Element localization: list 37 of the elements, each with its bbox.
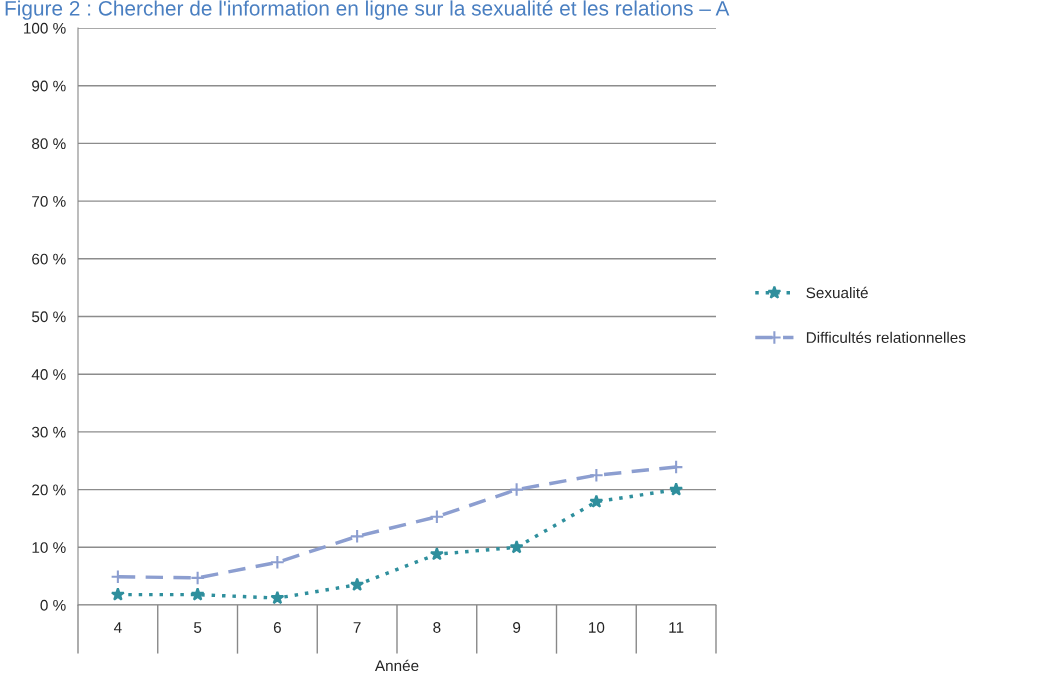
point: [270, 590, 285, 605]
x-tick-label: 6: [273, 622, 281, 633]
x-tick-label: 4: [113, 622, 122, 633]
y-tick-label: 70 %: [32, 195, 66, 207]
chart-title: Figure 2 : Chercher de l'information en ligne sur la sexualité et les relations – A: [5, 0, 730, 20]
y-tick-label: 80 %: [32, 138, 66, 150]
point: [669, 482, 684, 496]
legend-label: Sexualité: [806, 286, 868, 299]
point: [509, 482, 524, 497]
legend-label: Difficultés relationnelles: [806, 331, 966, 343]
point: [110, 587, 125, 601]
y-tick-label: 40 %: [31, 369, 66, 380]
y-tick-label: 60 %: [32, 253, 66, 265]
y-tick-label: 90 %: [32, 80, 66, 92]
y-tick-label: 0 %: [40, 599, 66, 611]
point: [429, 509, 445, 525]
y-tick-label: 50 %: [31, 311, 66, 323]
y-tick-label: 100 %: [24, 22, 66, 34]
point: [589, 494, 604, 508]
point: [190, 570, 205, 586]
point: [270, 555, 285, 570]
point: [350, 577, 365, 591]
point: [190, 587, 205, 601]
point: [589, 467, 604, 483]
y-tick-label: 20 %: [32, 484, 66, 496]
x-tick-label: 7: [353, 622, 361, 633]
y-tick-label: 30 %: [31, 426, 66, 438]
point: [509, 540, 524, 554]
x-tick-label: 5: [193, 622, 202, 633]
point: [429, 546, 444, 561]
x-axis-title: Année: [374, 659, 419, 672]
x-tick-label: 10: [589, 622, 605, 633]
x-tick-label: 9: [513, 622, 521, 633]
point: [349, 529, 365, 544]
x-tick-label: 8: [433, 622, 441, 633]
x-tick-label: 11: [669, 622, 684, 633]
y-tick-label: 10 %: [32, 542, 66, 553]
